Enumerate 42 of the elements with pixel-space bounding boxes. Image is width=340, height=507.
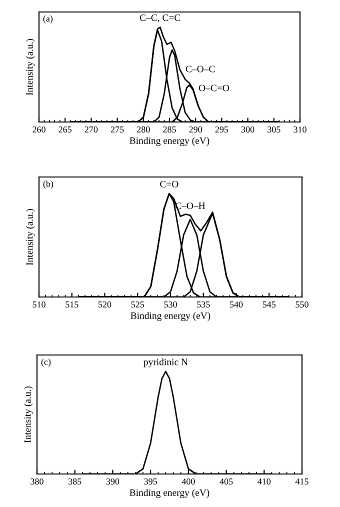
- x-tick-label: 400: [182, 478, 195, 485]
- annotation: C–C, C=C: [140, 14, 180, 22]
- x-tick-label: 295: [215, 126, 228, 133]
- x-tick-label: 550: [296, 301, 308, 308]
- x-tick-label: 265: [58, 126, 72, 133]
- x-tick-label: 390: [106, 478, 120, 485]
- x-tick-label: 310: [294, 126, 306, 133]
- x-tick-label: 290: [189, 126, 202, 133]
- annotation: pyridinic N: [144, 358, 188, 368]
- x-tick-label: 270: [84, 126, 98, 133]
- x-tick-label: 530: [164, 301, 177, 308]
- y-axis-title: Intensity (a.u.): [26, 38, 35, 96]
- x-tick-label: 305: [268, 126, 280, 133]
- x-tick-label: 415: [295, 478, 308, 485]
- annotation: C=O: [160, 180, 178, 188]
- chart-title: (b): [43, 180, 54, 189]
- x-tick-label: 520: [98, 301, 112, 308]
- x-tick-label: 535: [197, 301, 210, 308]
- x-tick-label: 525: [131, 301, 144, 308]
- annotation: C–O–C: [186, 66, 215, 72]
- x-tick-label: 405: [220, 478, 233, 485]
- x-tick-label: 385: [68, 478, 82, 485]
- x-tick-label: 515: [66, 301, 78, 308]
- x-tick-label: 380: [30, 478, 44, 485]
- x-tick-label: 280: [137, 126, 150, 133]
- x-tick-label: 545: [262, 301, 276, 308]
- chart-title: (a): [43, 15, 53, 24]
- x-axis-title: Binding energy (eV): [130, 312, 210, 321]
- x-tick-label: 285: [163, 126, 176, 133]
- y-axis-title: Intensity (a.u.): [26, 208, 35, 266]
- x-tick-label: 275: [110, 126, 124, 133]
- chart-title: (c): [41, 358, 51, 367]
- x-tick-label: 300: [241, 126, 254, 133]
- annotation: O–C=O: [198, 84, 230, 92]
- x-tick-label: 410: [258, 478, 271, 485]
- x-tick-label: 260: [32, 126, 46, 133]
- y-axis-title: Intensity (a.u.): [24, 386, 33, 443]
- x-axis-title: Binding energy (eV): [130, 137, 210, 146]
- x-tick-label: 510: [32, 301, 46, 308]
- x-tick-label: 540: [230, 301, 243, 308]
- x-tick-label: 395: [144, 478, 157, 485]
- x-axis-title: Binding energy (eV): [130, 489, 210, 498]
